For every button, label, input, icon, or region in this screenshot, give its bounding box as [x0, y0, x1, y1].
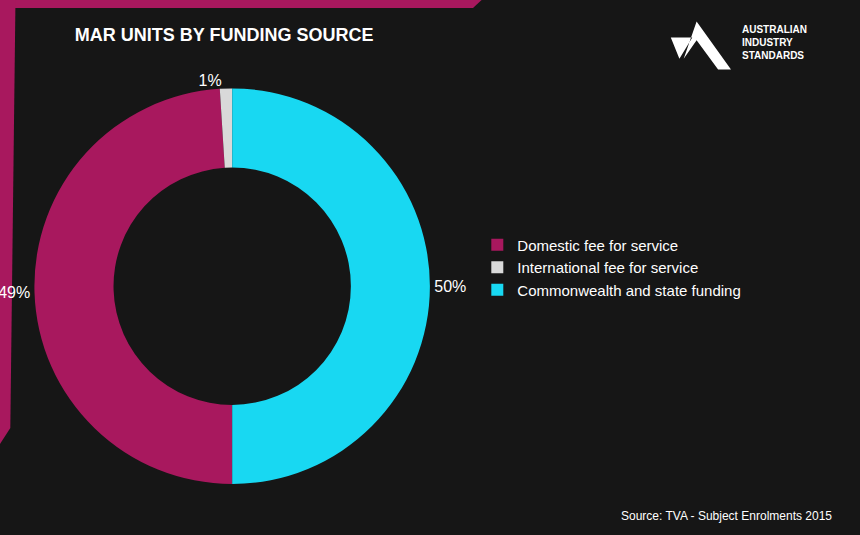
- svg-text:Source: TVA - Subject Enrolmen: Source: TVA - Subject Enrolments 2015: [621, 509, 832, 523]
- svg-text:1%: 1%: [199, 72, 222, 89]
- svg-text:MAR UNITS BY FUNDING SOURCE: MAR UNITS BY FUNDING SOURCE: [75, 25, 374, 45]
- svg-text:49%: 49%: [0, 284, 30, 301]
- svg-text:Domestic fee for service: Domestic fee for service: [517, 237, 678, 254]
- svg-text:AUSTRALIANINDUSTRYSTANDARDS: AUSTRALIANINDUSTRYSTANDARDS: [742, 24, 807, 61]
- svg-text:International fee for service: International fee for service: [517, 259, 698, 276]
- svg-text:Commonwealth and state funding: Commonwealth and state funding: [517, 282, 740, 299]
- svg-text:50%: 50%: [434, 278, 466, 295]
